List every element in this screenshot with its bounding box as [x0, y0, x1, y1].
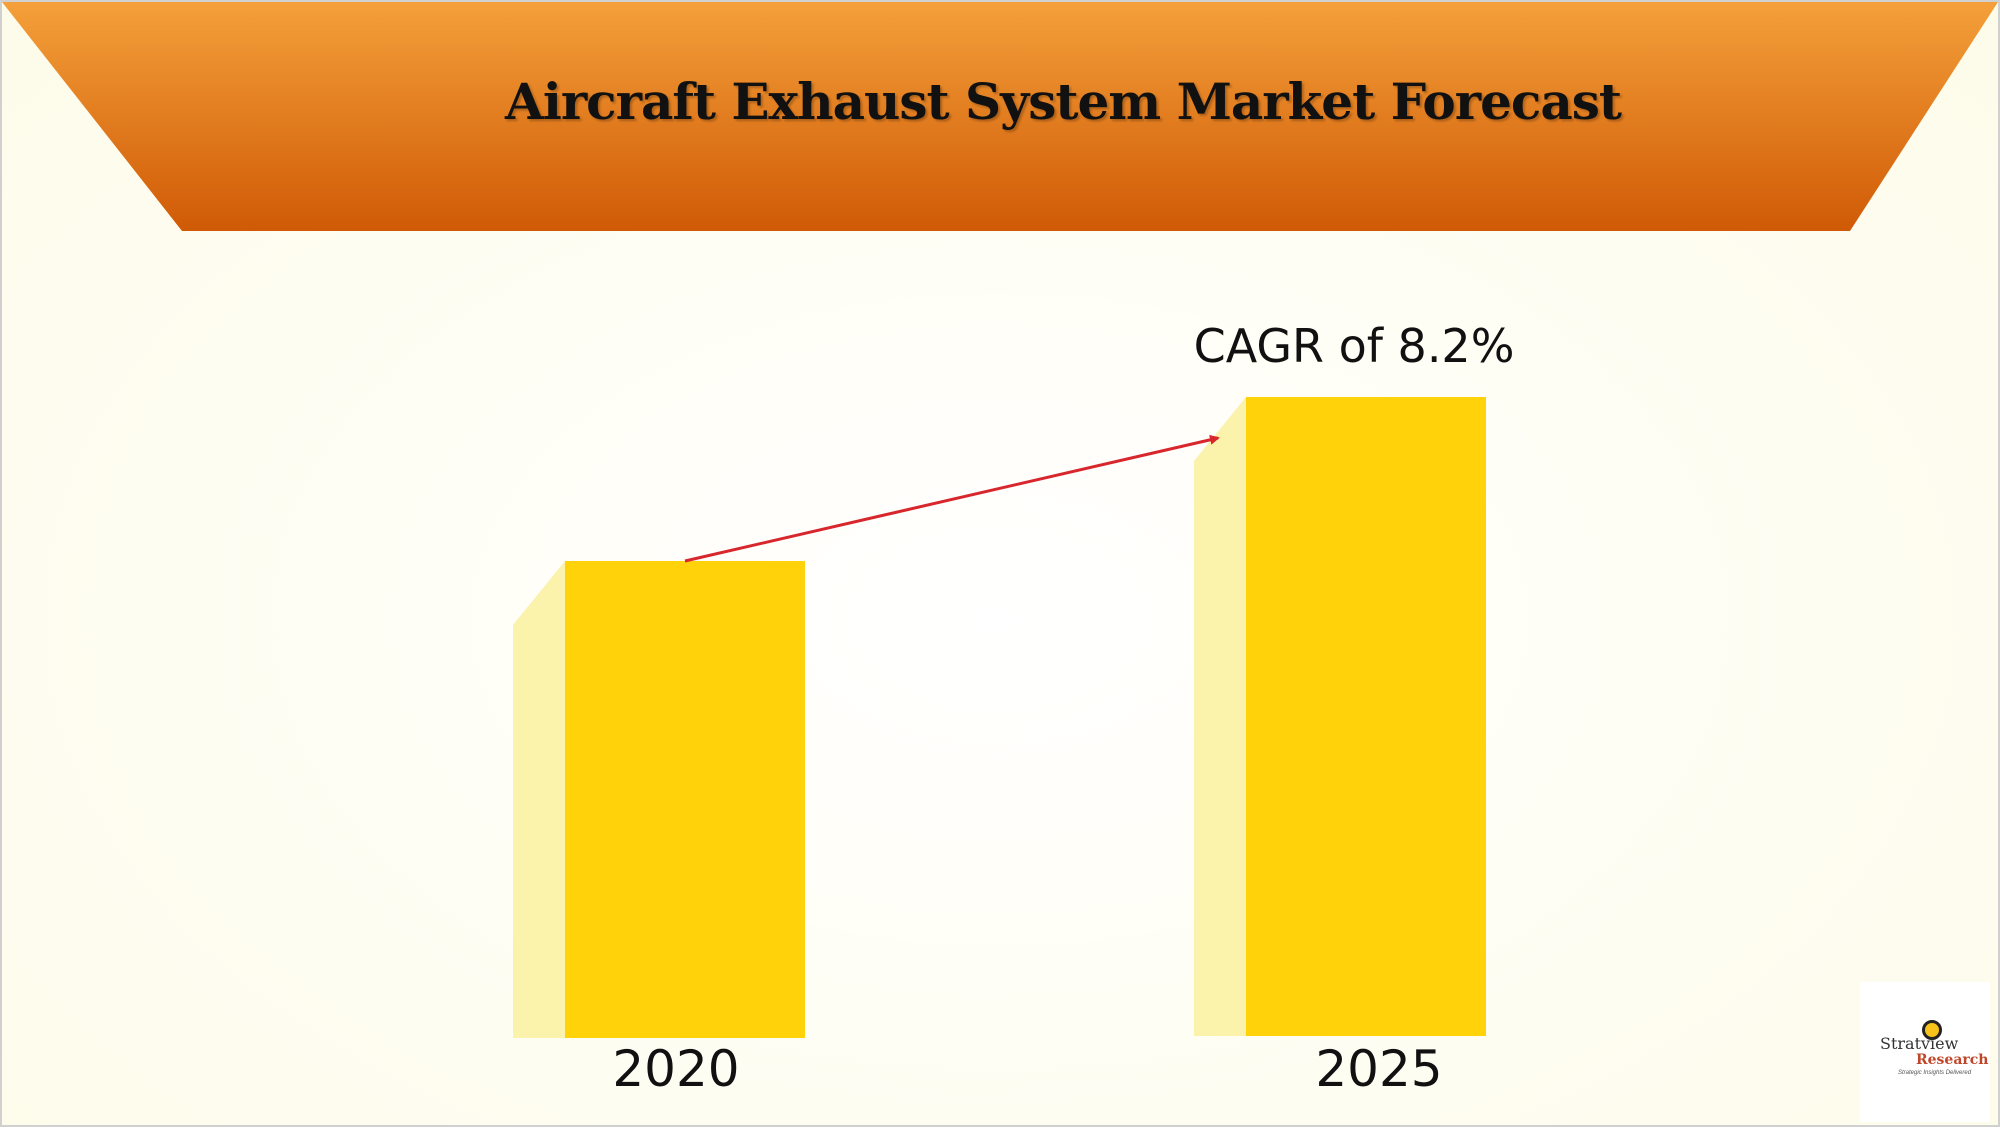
stratview-logo: Stratview Research Strategic Insights De…: [1860, 982, 1990, 1122]
x-tick-label: 2020: [612, 1040, 739, 1098]
chart-title: Aircraft Exhaust System Market Forecast: [505, 72, 1622, 131]
logo-tagline: Strategic Insights Delivered: [1898, 1070, 1972, 1076]
cagr-annotation: CAGR of 8.2%: [1194, 319, 1515, 373]
logo-name: Stratview: [1880, 1034, 1959, 1053]
title-banner: [2, 2, 1998, 231]
growth-arrow: [684, 434, 1220, 563]
logo-sub: Research: [1916, 1052, 1989, 1068]
bar-2020: [565, 561, 805, 1038]
magnifier-icon: [1922, 1020, 1942, 1040]
bar-2025: [1246, 397, 1486, 1036]
bar-side-2020: [513, 561, 565, 1038]
bar-side-2025: [1194, 397, 1246, 1036]
x-tick-label: 2025: [1315, 1040, 1442, 1098]
